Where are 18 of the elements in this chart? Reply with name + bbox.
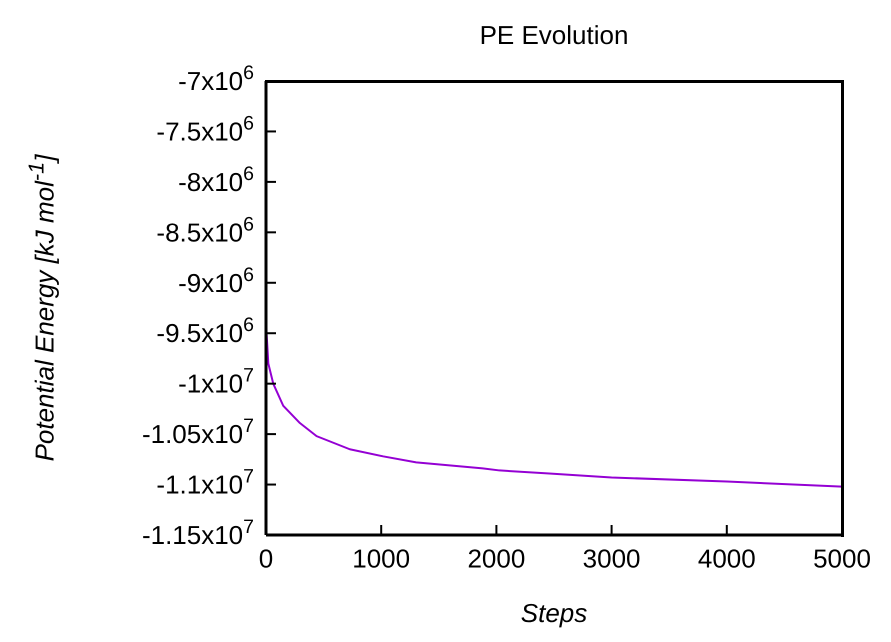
y-tick-label: -1.1x10$^{7}$ xyxy=(156,466,254,500)
y-tick-label: -9x10$^{6}$ xyxy=(178,264,254,298)
y-tick-label: -1x10$^{7}$ xyxy=(178,364,254,399)
x-tick-label: 5000 xyxy=(813,543,871,574)
y-tick-label: -1.15x10$^{7}$ xyxy=(142,516,254,550)
x-tick-label: 2000 xyxy=(467,543,526,574)
x-tick-label: 3000 xyxy=(582,543,641,574)
y-tick-label: -8x10$^{6}$ xyxy=(178,162,254,197)
y-tick-label: -7.5x10$^{6}$ xyxy=(156,112,254,146)
x-tick-label: 1000 xyxy=(352,543,410,574)
y-tick-label: -7x10$^{6}$ xyxy=(178,62,254,96)
y-tick-label: -8.5x10$^{6}$ xyxy=(156,213,254,248)
x-tick-label: 0 xyxy=(258,543,274,574)
y-tick-label: -9.5x10$^{6}$ xyxy=(156,314,254,348)
chart-title: PE Evolution xyxy=(478,20,630,51)
x-tick-label: 4000 xyxy=(698,543,756,574)
y-tick-label: -1.05x10$^{7}$ xyxy=(142,415,254,450)
x-axis-title: Steps xyxy=(520,598,588,629)
